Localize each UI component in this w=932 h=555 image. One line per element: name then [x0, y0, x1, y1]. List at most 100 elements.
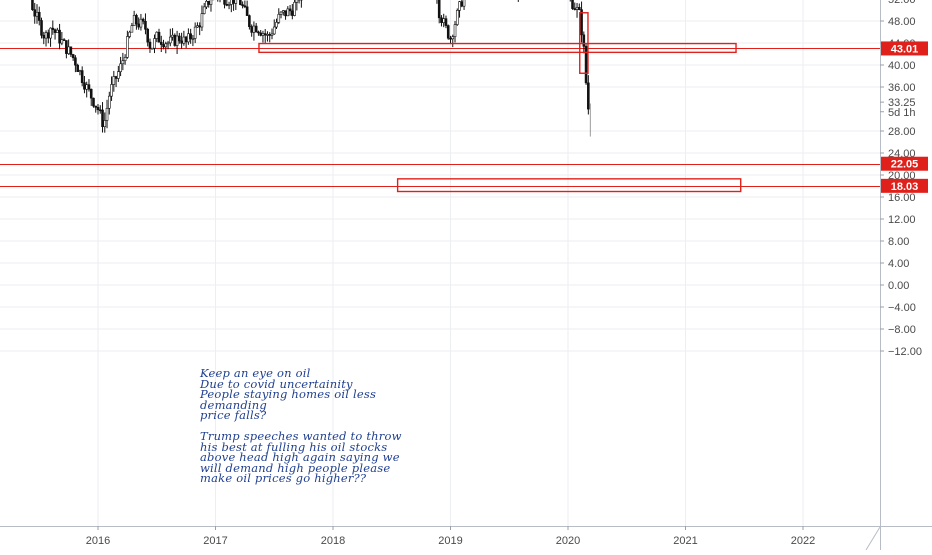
candlestick-series: [0, 0, 590, 137]
candle-body: [445, 19, 447, 26]
candle-body: [160, 42, 162, 44]
y-tick-label: 52.00: [888, 0, 916, 6]
candle-body: [83, 83, 85, 90]
candle-body: [226, 4, 228, 5]
y-tick-label: 12.00: [888, 214, 916, 226]
candle-body: [199, 26, 201, 27]
candle-body: [178, 36, 180, 41]
candle-body: [438, 0, 440, 18]
candle-body: [289, 9, 291, 11]
candle-body: [81, 71, 83, 83]
candle-body: [574, 9, 576, 10]
candle-body: [461, 2, 463, 7]
candle-body: [135, 15, 137, 24]
candle-body: [257, 32, 259, 33]
candle-body: [61, 40, 63, 44]
candle-body: [111, 84, 113, 96]
candle-body: [242, 5, 244, 6]
candle-body: [36, 12, 38, 16]
y-tick-label: −4.00: [888, 302, 916, 314]
candle-body: [165, 44, 167, 47]
candle-body: [181, 41, 183, 43]
annotation-line: price falls?: [200, 410, 500, 421]
y-tick-label: 4.00: [888, 258, 909, 270]
candle-body: [41, 20, 43, 35]
candle-body: [230, 0, 232, 4]
candle-body: [122, 61, 124, 64]
candle-body: [239, 0, 241, 5]
candle-body: [140, 19, 142, 27]
candle-body: [271, 34, 273, 35]
annotation-line: make oil prices go higher??: [200, 473, 500, 484]
candle-body: [70, 47, 72, 55]
candle-body: [59, 30, 61, 43]
candle-body: [169, 37, 171, 43]
y-tick-label: −8.00: [888, 324, 916, 336]
candle-body: [287, 9, 289, 16]
x-tick-label: 2022: [791, 535, 815, 547]
annotation-box[interactable]: [398, 179, 741, 192]
candle-body: [192, 38, 194, 39]
candle-body: [172, 35, 174, 37]
x-tick-label: 2017: [203, 535, 227, 547]
candle-body: [440, 18, 442, 23]
candle-body: [120, 64, 122, 72]
candle-body: [102, 110, 104, 127]
candle-body: [117, 72, 119, 79]
candle-body: [133, 15, 135, 25]
candle-body: [153, 39, 155, 49]
candle-body: [296, 0, 298, 2]
candle-body: [68, 47, 70, 54]
y-tick-label: 36.00: [888, 82, 916, 94]
candle-body: [151, 48, 153, 49]
candle-body: [45, 33, 47, 38]
candle-body: [34, 10, 36, 17]
candle-body: [203, 7, 205, 14]
candle-body: [38, 12, 40, 20]
candle-body: [228, 4, 230, 5]
candle-body: [262, 34, 264, 36]
candle-body: [97, 107, 99, 109]
candle-body: [174, 35, 176, 45]
candle-body: [248, 16, 250, 27]
candle-body: [266, 34, 268, 35]
candle-body: [115, 77, 117, 79]
candle-body: [452, 37, 454, 39]
candle-body: [126, 37, 128, 58]
candle-body: [74, 58, 76, 65]
candle-body: [285, 11, 287, 16]
candle-body: [88, 85, 90, 90]
candle-body: [255, 26, 257, 32]
candle-body: [144, 21, 146, 29]
candle-body: [447, 26, 449, 39]
candle-body: [56, 30, 58, 32]
candle-body: [456, 10, 458, 24]
candle-body: [131, 26, 133, 32]
axis-corner-mark: [866, 527, 880, 550]
candle-body: [124, 57, 126, 60]
y-tick-label: 0.00: [888, 280, 909, 292]
candle-body: [578, 7, 580, 9]
candle-body: [90, 89, 92, 98]
candle-body: [196, 26, 198, 27]
candle-body: [572, 0, 574, 9]
candle-body: [108, 96, 110, 108]
candle-body: [187, 34, 189, 42]
candle-body: [129, 32, 131, 36]
candle-body: [276, 22, 278, 27]
candle-body: [190, 34, 192, 39]
candle-body: [264, 34, 266, 35]
x-tick-label: 2020: [556, 535, 580, 547]
candle-body: [246, 7, 248, 16]
candle-body: [576, 7, 578, 9]
candle-body: [278, 14, 280, 22]
candle-body: [54, 30, 56, 33]
y-tick-label: −12.00: [888, 346, 922, 358]
candle-body: [210, 0, 212, 4]
candle-body: [233, 0, 235, 3]
candle-body: [104, 120, 106, 126]
candle-body: [113, 77, 115, 85]
annotation-box[interactable]: [259, 44, 736, 53]
